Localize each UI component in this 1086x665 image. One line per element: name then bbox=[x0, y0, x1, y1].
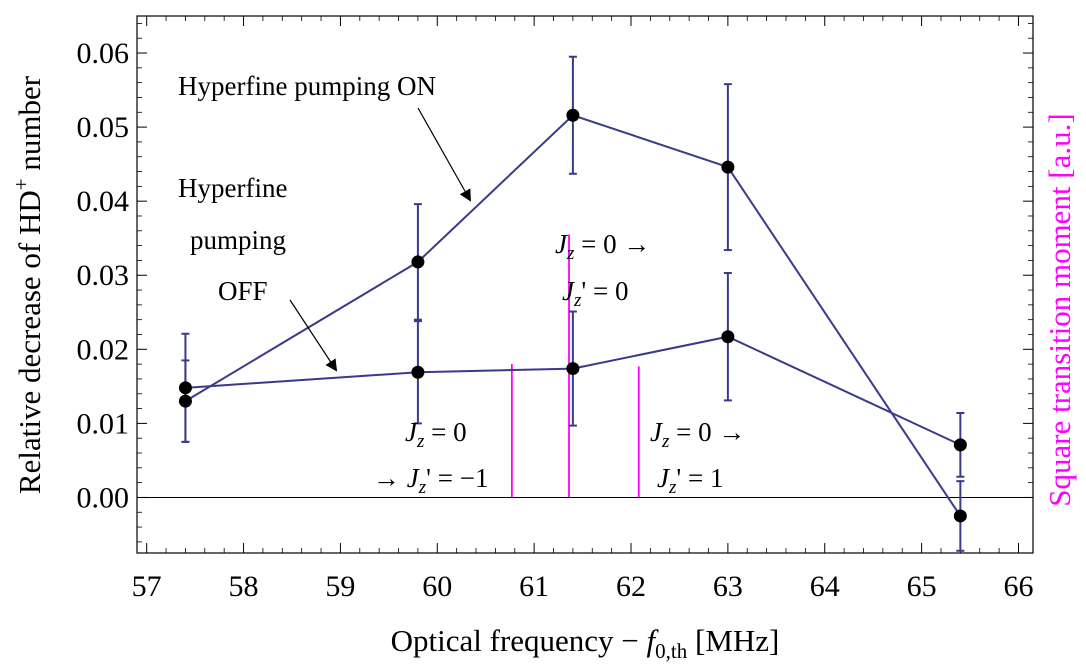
x-tick-label: 64 bbox=[810, 570, 840, 603]
annotation-pumping-off-2: pumping bbox=[190, 225, 286, 255]
x-tick-label: 57 bbox=[132, 570, 162, 603]
label-jz0-to-jz0: Jz = 0 → Jz' = 0 bbox=[555, 229, 650, 311]
svg-text:Jz = 0 →: Jz = 0 → bbox=[650, 417, 745, 452]
data-point bbox=[178, 381, 192, 395]
svg-text:Jz = 0 →: Jz = 0 → bbox=[555, 229, 650, 264]
x-tick-label: 63 bbox=[713, 570, 743, 603]
y-tick-label: 0.06 bbox=[77, 37, 130, 70]
data-point bbox=[721, 330, 735, 344]
y-tick-label: 0.01 bbox=[77, 407, 130, 440]
data-point bbox=[411, 365, 425, 379]
svg-text:Jz' = 1: Jz' = 1 bbox=[657, 463, 723, 498]
data-point bbox=[953, 509, 967, 523]
y-tick-label: 0.05 bbox=[77, 111, 130, 144]
x-tick-label: 60 bbox=[422, 570, 452, 603]
data-point bbox=[566, 362, 580, 376]
data-point bbox=[178, 394, 192, 408]
svg-text:Jz' = 0: Jz' = 0 bbox=[562, 276, 628, 311]
x-tick-label: 62 bbox=[616, 570, 646, 603]
y-tick-label: 0.00 bbox=[77, 481, 130, 514]
data-point bbox=[411, 255, 425, 269]
label-jz0-to-jzm1: Jz = 0 → Jz' = −1 bbox=[373, 417, 488, 498]
x-tick-label: 66 bbox=[1003, 570, 1033, 603]
label-jz0-to-jz1: Jz = 0 → Jz' = 1 bbox=[650, 417, 745, 498]
x-tick-label: 58 bbox=[229, 570, 259, 603]
arrow-pumping-on bbox=[417, 107, 471, 202]
x-axis-title: Optical frequency − f0,th [MHz] bbox=[391, 623, 780, 663]
x-tick-label: 59 bbox=[325, 570, 355, 603]
svg-text:→ Jz' = −1: → Jz' = −1 bbox=[373, 463, 488, 498]
data-point bbox=[566, 108, 580, 122]
y2-axis-title: Square transition moment [a.u.] bbox=[1042, 113, 1077, 506]
y-tick-label: 0.03 bbox=[77, 259, 130, 292]
svg-text:Jz = 0: Jz = 0 bbox=[405, 417, 467, 452]
y-tick-label: 0.04 bbox=[77, 185, 130, 218]
arrow-pumping-off bbox=[289, 299, 338, 372]
data-point bbox=[953, 438, 967, 452]
data-point bbox=[721, 160, 735, 174]
x-tick-label: 65 bbox=[907, 570, 937, 603]
annotation-pumping-on: Hyperfine pumping ON bbox=[178, 71, 436, 101]
annotation-pumping-off-3: OFF bbox=[218, 276, 268, 306]
annotation-pumping-off-1: Hyperfine bbox=[178, 173, 287, 203]
y-axis-title: Relative decrease of HD+ number bbox=[9, 75, 47, 494]
y-tick-label: 0.02 bbox=[77, 333, 130, 366]
x-tick-label: 61 bbox=[519, 570, 549, 603]
plot-frame bbox=[136, 15, 1034, 554]
